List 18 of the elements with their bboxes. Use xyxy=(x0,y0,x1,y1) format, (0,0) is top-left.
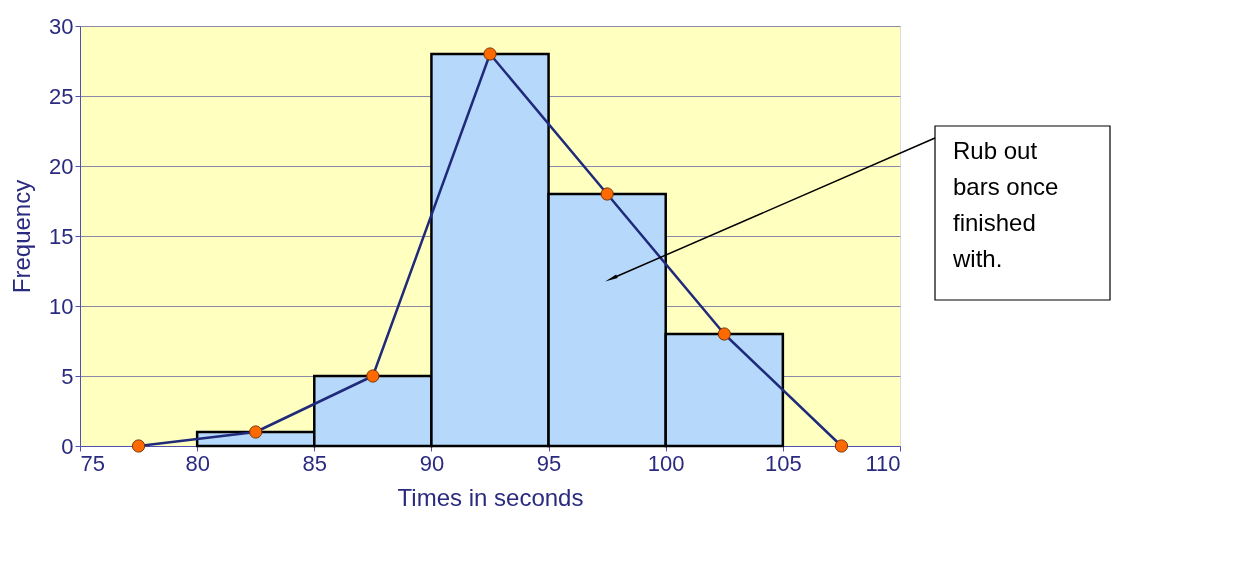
x-tick-label: 80 xyxy=(185,450,210,476)
x-tick-label: 110 xyxy=(865,450,901,476)
y-axis-title: Frequency xyxy=(8,179,36,294)
y-tick-label: 25 xyxy=(49,83,74,109)
y-tick-label: 10 xyxy=(49,293,74,319)
x-axis-title: Times in seconds xyxy=(397,483,584,511)
y-tick-label: 30 xyxy=(49,13,74,39)
text: Rub out bars once finished with. xyxy=(952,137,1059,272)
x-tick-label: 85 xyxy=(302,450,328,476)
x-tick-label: 75 xyxy=(80,450,105,476)
x-tick-label: 90 xyxy=(419,450,445,476)
x-tick-label: 100 xyxy=(647,450,685,476)
y-tick-label: 15 xyxy=(49,223,74,249)
y-tick-label: 5 xyxy=(61,363,74,389)
x-tick-label: 105 xyxy=(765,450,802,476)
y-tick-label: 20 xyxy=(49,153,74,179)
x-tick-label: 95 xyxy=(536,450,562,476)
y-tick-label: 0 xyxy=(61,433,74,459)
